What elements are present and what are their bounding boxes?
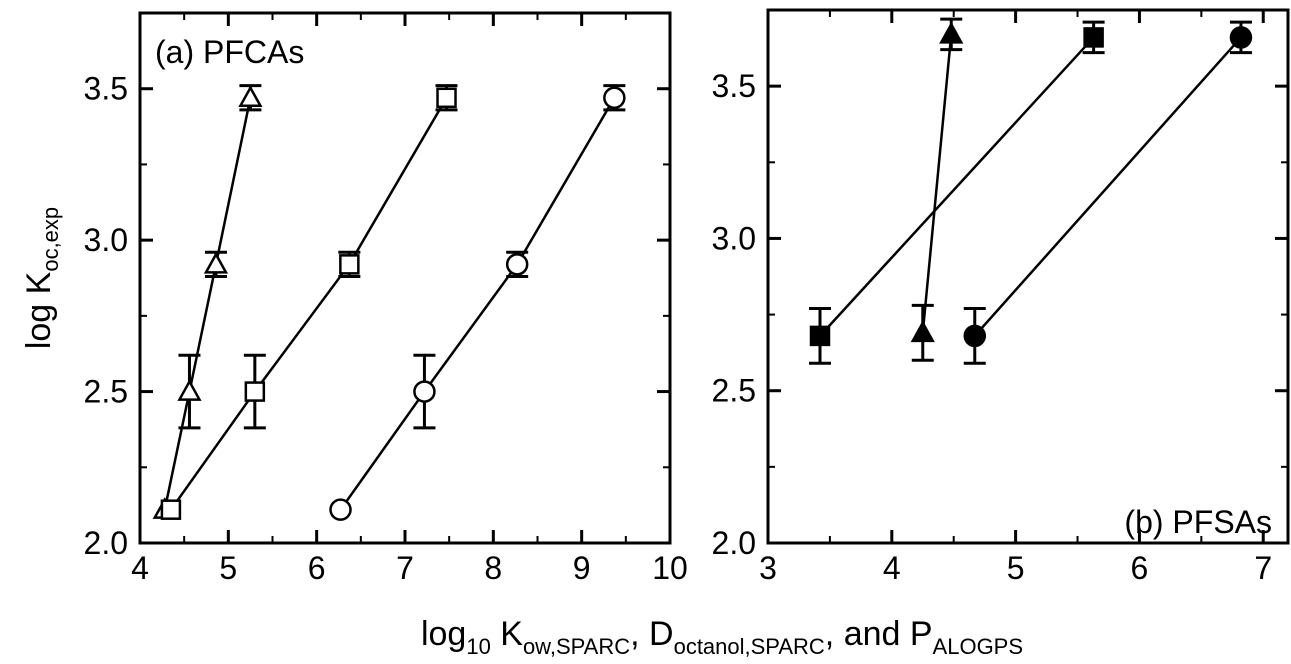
x-tick-label: 3: [759, 550, 777, 586]
panel-a-plot-frame: [138, 11, 672, 545]
x-tick-label: 4: [883, 550, 901, 586]
x-tick-label: 6: [308, 550, 326, 586]
data-point-square: [339, 254, 360, 275]
series-triangle-open: [152, 84, 263, 519]
x-axis-title-part2: K: [491, 615, 523, 653]
series-line: [163, 97, 252, 510]
series-circle-filled: [963, 20, 1253, 365]
series-line: [169, 97, 448, 511]
x-tick-label: 9: [573, 550, 591, 586]
y-tick-label: 2.5: [712, 373, 756, 409]
data-point-triangle: [238, 85, 263, 108]
panel-b-data: [809, 17, 1253, 365]
series-line: [921, 34, 953, 333]
data-point-triangle: [939, 21, 964, 44]
panel-a-ticks: 4 5 6 7 8 9 10 2.0 2.5 3.0 3.5: [84, 13, 688, 586]
x-tick-label: 7: [396, 550, 414, 586]
x-axis-title-part4: , and P: [825, 615, 933, 653]
data-point-circle: [963, 324, 987, 348]
data-point-circle: [329, 498, 352, 521]
y-tick-label: 2.5: [84, 374, 128, 410]
data-point-square: [160, 499, 182, 520]
data-point-circle: [505, 253, 529, 276]
data-point-circle: [1229, 26, 1253, 49]
series-circle-open: [329, 84, 626, 521]
y-tick-label: 3.0: [84, 222, 128, 258]
y-axis-title-sub: oc,exp: [38, 207, 63, 272]
x-axis-title-sub2: ow,SPARC: [523, 634, 630, 659]
data-point-square: [809, 325, 831, 347]
panel-a-pfcas: 4 5 6 7 8 9 10 2.0 2.5 3.0 3.5 (a) PFCAs: [84, 11, 688, 586]
panel-a-data: [152, 84, 626, 521]
data-point-triangle: [177, 378, 202, 401]
y-tick-label: 2.0: [84, 525, 128, 561]
y-tick-label: 2.0: [712, 525, 756, 561]
y-tick-label: 3.0: [712, 220, 756, 256]
panel-a-label: (a) PFCAs: [155, 34, 304, 70]
series-square-open: [160, 84, 458, 520]
y-tick-label: 3.5: [712, 68, 756, 104]
series-square-filled: [809, 20, 1105, 365]
x-tick-label: 7: [1254, 550, 1272, 586]
data-point-square: [1083, 27, 1104, 48]
x-tick-label: 5: [219, 550, 237, 586]
y-axis-title: log Koc,exp: [20, 207, 63, 349]
y-axis-title-main: log K: [20, 271, 58, 349]
data-point-square: [436, 87, 457, 109]
x-axis-title: log10 Kow,SPARC, Doctanol,SPARC, and PAL…: [421, 615, 1023, 659]
series-line: [819, 36, 1095, 337]
x-tick-label: 8: [484, 550, 502, 586]
data-point-triangle: [910, 320, 935, 343]
series-line: [973, 36, 1242, 337]
data-point-triangle: [203, 251, 229, 274]
x-axis-title-sub3: octanol,SPARC: [674, 634, 825, 659]
series-line: [339, 97, 616, 511]
panel-b-label: (b) PFSAs: [1124, 504, 1272, 540]
x-tick-label: 4: [131, 550, 149, 586]
panel-b-plot-frame: [766, 8, 1290, 545]
data-point-circle: [603, 86, 626, 110]
series-triangle-filled: [910, 17, 964, 362]
x-axis-title-part1: log: [421, 615, 466, 653]
data-point-circle: [413, 380, 436, 403]
panel-b-ticks: 3 4 5 6 7 2.0 2.5 3.0 3.5: [712, 10, 1288, 586]
x-tick-label: 10: [652, 550, 688, 586]
x-tick-label: 5: [1007, 550, 1025, 586]
data-point-square: [244, 381, 266, 402]
x-axis-title-sub1: 10: [466, 634, 490, 659]
panel-b-pfsas: 3 4 5 6 7 2.0 2.5 3.0 3.5 (b) PFSAs: [712, 8, 1290, 586]
x-axis-title-sub4: ALOGPS: [933, 634, 1023, 659]
x-tick-label: 6: [1131, 550, 1149, 586]
y-tick-label: 3.5: [84, 71, 128, 107]
x-axis-title-part3: , D: [630, 615, 673, 653]
